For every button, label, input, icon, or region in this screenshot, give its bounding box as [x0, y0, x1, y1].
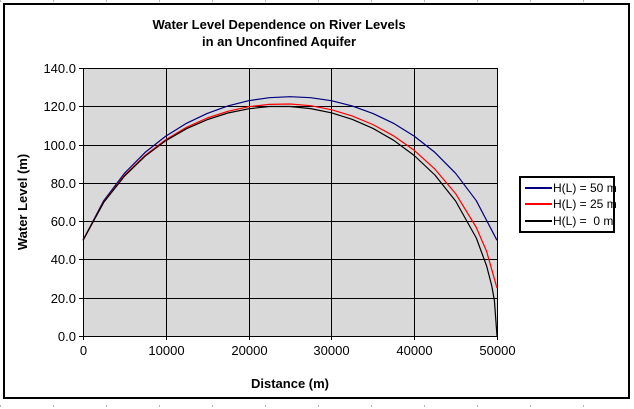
series-line-0 [82, 96, 498, 241]
y-axis-title: Water Level (m) [15, 154, 30, 250]
x-tick-label: 10000 [148, 343, 184, 358]
x-tick-label: 40000 [396, 343, 432, 358]
spreadsheet-gridline-stubs-bottom [0, 405, 634, 407]
x-tick-label: 20000 [231, 343, 267, 358]
series-line-1 [82, 103, 498, 289]
y-tick-label: 60.0 [51, 214, 76, 229]
legend-label-hl0: H(L) = 0 m [553, 213, 614, 228]
plot-area [83, 68, 497, 336]
spreadsheet-gridline-stubs-top [0, 0, 634, 2]
legend-item-hl50: H(L) = 50 m [525, 181, 617, 196]
y-tick-label: 40.0 [51, 252, 76, 267]
x-tick-label: 30000 [313, 343, 349, 358]
y-tick-label: 120.0 [43, 99, 76, 114]
y-tick-label: 100.0 [43, 138, 76, 153]
legend: H(L) = 50 m H(L) = 25 m H(L) = 0 m [519, 176, 617, 233]
legend-label-hl50: H(L) = 50 m [553, 181, 617, 196]
chart-title: Water Level Dependence on River Levels i… [5, 16, 553, 50]
legend-item-hl0: H(L) = 0 m [525, 213, 613, 228]
x-tick-label: 0 [80, 343, 87, 358]
legend-label-hl25: H(L) = 25 m [553, 197, 617, 212]
y-tick-label: 20.0 [51, 291, 76, 306]
chart-frame: Water Level Dependence on River Levels i… [3, 3, 630, 399]
chart-title-line2: in an Unconfined Aquifer [201, 34, 357, 49]
x-tick-label: 50000 [479, 343, 515, 358]
y-tick-label: 0.0 [58, 329, 76, 344]
legend-line-sample-red [525, 203, 552, 206]
legend-line-sample-black [525, 219, 552, 222]
y-tick-label: 80.0 [51, 176, 76, 191]
series-line-2 [82, 105, 498, 337]
legend-line-sample-blue [525, 187, 552, 190]
x-axis-title: Distance (m) [251, 376, 329, 391]
y-tick-label: 140.0 [43, 61, 76, 76]
plot-canvas: Distance (m) Water Level (m) 0.0 20.0 40.0… [15, 61, 516, 391]
legend-item-hl25: H(L) = 25 m [525, 197, 617, 212]
chart-title-line1: Water Level Dependence on River Levels [152, 17, 406, 32]
